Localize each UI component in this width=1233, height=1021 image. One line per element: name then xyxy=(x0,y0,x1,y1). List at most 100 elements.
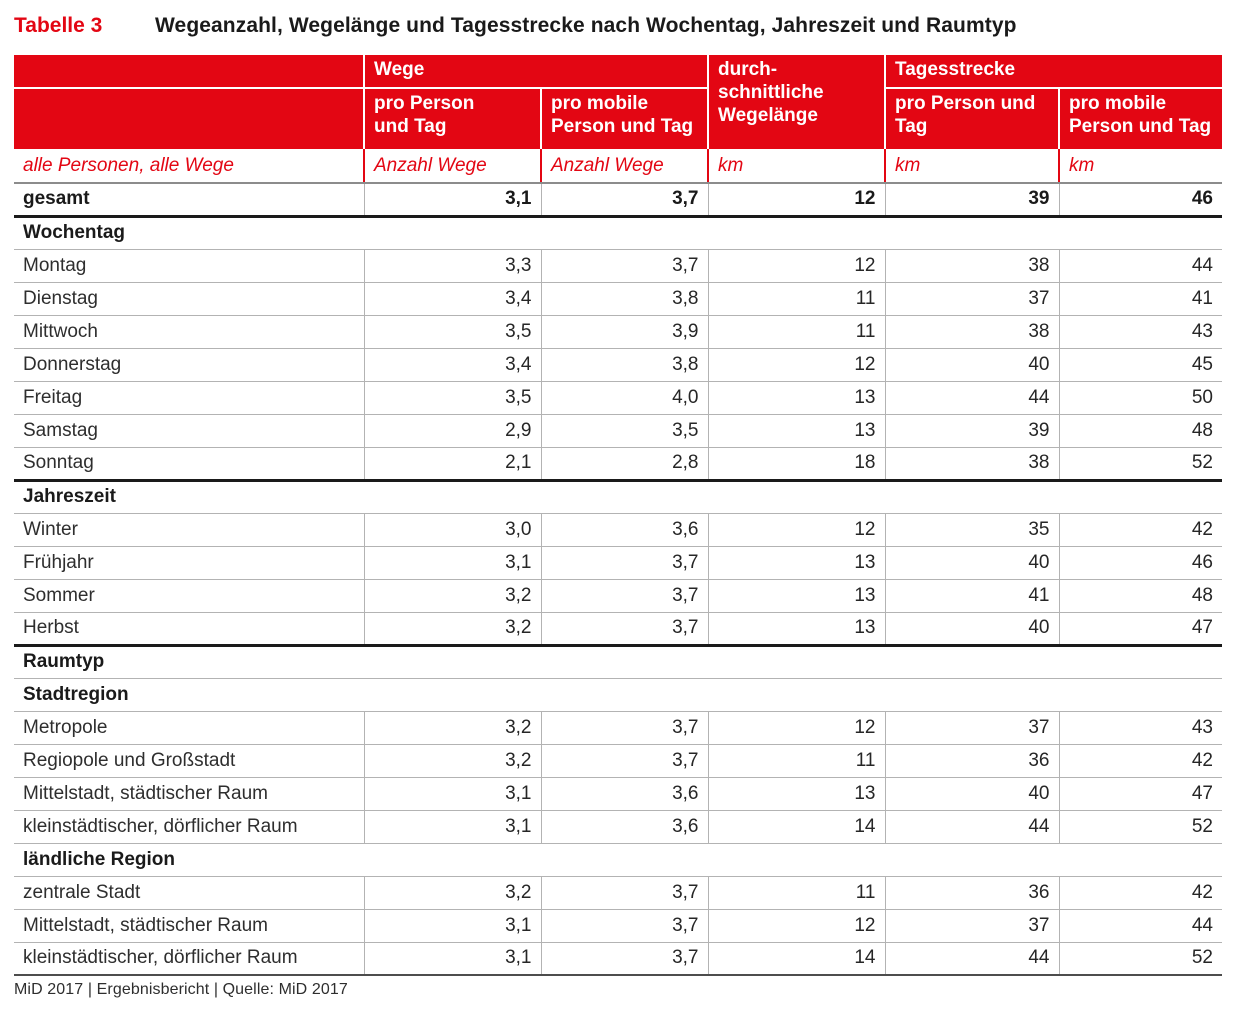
value-cell: 13 xyxy=(707,381,885,415)
value-cell: 3,5 xyxy=(363,315,541,349)
section-label: Raumtyp xyxy=(14,645,1222,679)
value-cell: 38 xyxy=(884,315,1059,349)
table-row: Metropole 3,2 3,7 12 37 43 xyxy=(14,711,1222,745)
header-sub-tagesstrecke-pro-person: pro Person und Tag xyxy=(884,88,1059,149)
value-cell: 44 xyxy=(1058,909,1222,943)
value-cell: 40 xyxy=(884,777,1059,811)
value-cell: 12 xyxy=(707,249,885,283)
row-label: zentrale Stadt xyxy=(14,876,364,910)
value-cell: 36 xyxy=(884,744,1059,778)
table-row: Herbst 3,2 3,7 13 40 47 xyxy=(14,612,1222,647)
value-cell: 3,7 xyxy=(540,183,708,218)
value-cell: 3,7 xyxy=(540,909,708,943)
value-cell: 3,9 xyxy=(540,315,708,349)
unit-cell: Anzahl Wege xyxy=(540,149,708,184)
header-sub-row: pro Person und Tag pro mobile Person und… xyxy=(14,88,1222,149)
value-cell: 3,1 xyxy=(363,777,541,811)
value-cell: 43 xyxy=(1058,315,1222,349)
header-corner-cell xyxy=(14,88,364,149)
value-cell: 44 xyxy=(884,810,1059,844)
value-cell: 12 xyxy=(707,711,885,745)
value-cell: 3,7 xyxy=(540,546,708,580)
header-group-tagesstrecke: Tagesstrecke xyxy=(884,55,1222,89)
value-cell: 52 xyxy=(1058,810,1222,844)
section-label: Jahreszeit xyxy=(14,480,1222,514)
unit-cell: Anzahl Wege xyxy=(363,149,541,184)
table-row: Montag 3,3 3,7 12 38 44 xyxy=(14,249,1222,283)
value-cell: 44 xyxy=(1058,249,1222,283)
row-label: Winter xyxy=(14,513,364,547)
header-sub-wege-pro-person: pro Person und Tag xyxy=(363,88,541,149)
value-cell: 3,1 xyxy=(363,183,541,218)
unit-cell: km xyxy=(884,149,1059,184)
value-cell: 3,2 xyxy=(363,876,541,910)
header-corner-cell xyxy=(14,55,364,89)
source-note: MiD 2017 | Ergebnisbericht | Quelle: MiD… xyxy=(14,981,348,998)
value-cell: 3,2 xyxy=(363,711,541,745)
section-header-row: Jahreszeit xyxy=(14,480,1222,514)
row-label: Frühjahr xyxy=(14,546,364,580)
table-caption: Wegeanzahl, Wegelänge und Tagesstrecke n… xyxy=(155,14,1017,37)
value-cell: 3,1 xyxy=(363,810,541,844)
unit-cell: km xyxy=(707,149,885,184)
value-cell: 36 xyxy=(884,876,1059,910)
value-cell: 41 xyxy=(1058,282,1222,316)
value-cell: 3,6 xyxy=(540,777,708,811)
value-cell: 42 xyxy=(1058,744,1222,778)
unit-cell: km xyxy=(1058,149,1222,184)
row-label: Mittelstadt, städtischer Raum xyxy=(14,777,364,811)
section-label: Stadtregion xyxy=(14,678,1222,712)
value-cell: 39 xyxy=(884,183,1059,218)
value-cell: 38 xyxy=(884,447,1059,482)
table-number: Tabelle 3 xyxy=(14,14,103,37)
section-label: ländliche Region xyxy=(14,843,1222,877)
header-group-wege: Wege xyxy=(363,55,708,89)
value-cell: 3,2 xyxy=(363,612,541,647)
section-header-row: Wochentag xyxy=(14,216,1222,250)
value-cell: 3,7 xyxy=(540,249,708,283)
value-cell: 43 xyxy=(1058,711,1222,745)
document-page: Tabelle 3 Wegeanzahl, Wegelänge und Tage… xyxy=(14,14,1222,998)
table-row: Mittwoch 3,5 3,9 11 38 43 xyxy=(14,315,1222,349)
value-cell: 13 xyxy=(707,414,885,448)
value-cell: 13 xyxy=(707,612,885,647)
value-cell: 11 xyxy=(707,282,885,316)
header-sub-wege-pro-mobile-person: pro mobile Person und Tag xyxy=(540,88,708,149)
value-cell: 12 xyxy=(707,348,885,382)
value-cell: 52 xyxy=(1058,942,1222,976)
value-cell: 42 xyxy=(1058,513,1222,547)
table-row: Mittelstadt, städtischer Raum 3,1 3,6 13 40 4… xyxy=(14,777,1222,811)
value-cell: 3,7 xyxy=(540,579,708,613)
section-header-row: ländliche Region xyxy=(14,843,1222,877)
value-cell: 48 xyxy=(1058,414,1222,448)
value-cell: 41 xyxy=(884,579,1059,613)
value-cell: 14 xyxy=(707,810,885,844)
header-group-row: Wege durch- schnittliche Wegelänge Tages… xyxy=(14,55,1222,149)
value-cell: 3,7 xyxy=(540,711,708,745)
table-row: Donnerstag 3,4 3,8 12 40 45 xyxy=(14,348,1222,382)
row-label: gesamt xyxy=(14,183,364,218)
table-row: Sonntag 2,1 2,8 18 38 52 xyxy=(14,447,1222,482)
value-cell: 52 xyxy=(1058,447,1222,482)
value-cell: 47 xyxy=(1058,777,1222,811)
value-cell: 39 xyxy=(884,414,1059,448)
value-cell: 3,6 xyxy=(540,513,708,547)
table-title: Tabelle 3 Wegeanzahl, Wegelänge und Tage… xyxy=(14,14,1222,38)
results-table: Wege durch- schnittliche Wegelänge Tages… xyxy=(14,55,1222,976)
value-cell: 44 xyxy=(884,942,1059,976)
value-cell: 38 xyxy=(884,249,1059,283)
value-cell: 48 xyxy=(1058,579,1222,613)
value-cell: 37 xyxy=(884,909,1059,943)
row-label: Sonntag xyxy=(14,447,364,482)
value-cell: 3,1 xyxy=(363,942,541,976)
value-cell: 2,9 xyxy=(363,414,541,448)
value-cell: 3,8 xyxy=(540,282,708,316)
table-row: kleinstädtischer, dörflicher Raum 3,1 3,6 1… xyxy=(14,810,1222,844)
value-cell: 46 xyxy=(1058,183,1222,218)
table-row: zentrale Stadt 3,2 3,7 11 36 42 xyxy=(14,876,1222,910)
row-label: Sommer xyxy=(14,579,364,613)
value-cell: 18 xyxy=(707,447,885,482)
row-label: Samstag xyxy=(14,414,364,448)
table-row: Dienstag 3,4 3,8 11 37 41 xyxy=(14,282,1222,316)
table-row: Winter 3,0 3,6 12 35 42 xyxy=(14,513,1222,547)
